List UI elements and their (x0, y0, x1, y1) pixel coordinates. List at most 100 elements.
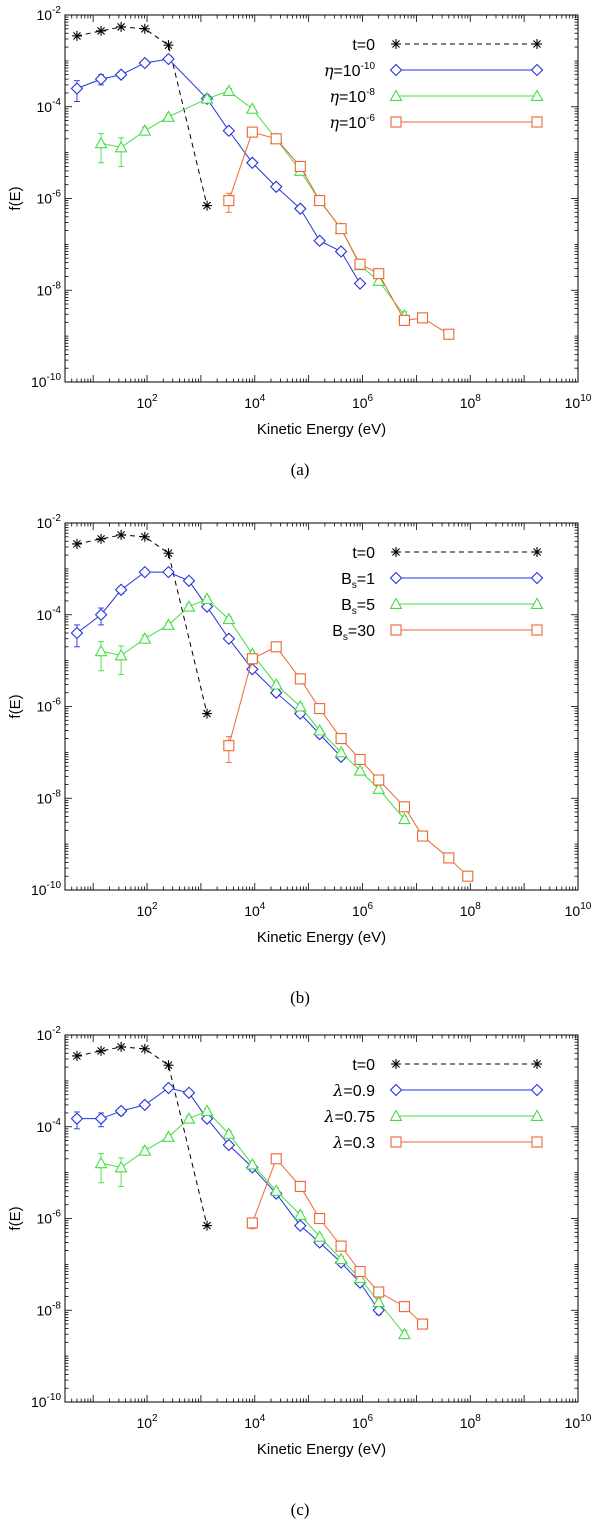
data-point (96, 533, 107, 544)
data-point (353, 763, 367, 776)
data-point (223, 195, 235, 207)
y-tick-label: 10-8 (37, 788, 62, 806)
x-tick-label: 1010 (565, 1413, 592, 1431)
data-point (372, 274, 386, 286)
data-point (293, 699, 307, 712)
data-point (71, 1050, 82, 1061)
data-point (163, 548, 174, 559)
legend-label: t=0 (352, 1057, 375, 1074)
data-point (163, 1060, 174, 1071)
data-point (139, 531, 150, 542)
data-point (313, 723, 327, 736)
data-point (334, 1252, 348, 1265)
data-point (313, 234, 326, 248)
legend-marker (389, 63, 403, 77)
data-point (245, 102, 259, 114)
legend-marker (391, 1059, 401, 1069)
data-point (314, 1212, 326, 1225)
data-point (202, 1220, 213, 1231)
data-point (334, 745, 348, 758)
x-tick-label: 108 (460, 901, 482, 919)
data-point (114, 583, 128, 597)
data-point (398, 1327, 411, 1340)
legend-entry: η=10-6 (329, 113, 543, 132)
data-point (294, 673, 306, 685)
data-point (398, 1301, 410, 1313)
data-point (162, 1081, 175, 1095)
y-tick-label: 10-4 (37, 605, 62, 623)
legend-marker (530, 571, 544, 585)
data-point (116, 1041, 127, 1052)
data-point (200, 1104, 214, 1116)
data-point (200, 592, 214, 604)
data-point (373, 268, 385, 280)
legend-entry: Bs=1 (341, 571, 544, 591)
data-point (138, 56, 152, 70)
data-point (335, 733, 347, 745)
data-point (94, 644, 108, 657)
legend-marker (391, 39, 401, 49)
y-axis-label: f(E) (7, 186, 24, 210)
legend-marker (389, 571, 403, 585)
legend-entry: λ=0.3 (332, 1133, 543, 1152)
legend-entry: λ=0.75 (323, 1107, 544, 1126)
data-point (354, 1265, 366, 1278)
series-line (76, 534, 208, 714)
data-point (114, 648, 128, 661)
data-point (416, 1318, 429, 1330)
y-tick-label: 10-6 (37, 697, 62, 715)
series-line (76, 1046, 208, 1226)
legend-marker (532, 547, 542, 557)
data-point (335, 1240, 347, 1252)
x-axis-label: Kinetic Energy (eV) (257, 421, 386, 438)
series-line (76, 58, 361, 284)
data-point (94, 1112, 108, 1125)
legend-label: t=0 (352, 37, 375, 54)
legend-marker (530, 63, 544, 77)
data-point (202, 200, 213, 211)
series-0 (71, 529, 213, 719)
data-point (114, 1104, 128, 1118)
data-point (269, 1184, 283, 1196)
data-point (70, 1112, 84, 1125)
data-point (70, 82, 84, 95)
x-tick-label: 106 (352, 393, 374, 411)
data-point (354, 258, 366, 270)
data-point (223, 740, 235, 752)
data-point (139, 23, 150, 34)
data-point (138, 1144, 152, 1156)
legend-entry: η=10-8 (329, 87, 544, 106)
y-tick-label: 10-8 (37, 1300, 62, 1318)
data-point (398, 801, 410, 813)
data-point (222, 1138, 236, 1152)
legend-marker (532, 1059, 542, 1069)
data-point (116, 21, 127, 32)
legend-entry: t=0 (352, 545, 542, 562)
data-point (314, 703, 326, 715)
y-tick-label: 10-4 (37, 97, 62, 115)
data-point (182, 1086, 196, 1100)
caption-c: (c) (290, 1500, 310, 1519)
data-point (269, 180, 283, 194)
legend-marker (530, 1109, 544, 1121)
data-point (246, 653, 258, 665)
y-tick-label: 10-10 (31, 880, 61, 898)
series-0 (71, 21, 213, 211)
x-tick-label: 106 (352, 1413, 374, 1431)
data-point (222, 612, 236, 625)
y-tick-label: 10-8 (37, 280, 62, 298)
x-tick-label: 102 (136, 1413, 158, 1431)
data-point (246, 156, 259, 170)
data-point (353, 277, 367, 290)
data-point (353, 1271, 367, 1284)
data-point (138, 565, 152, 579)
legend-marker (531, 1136, 543, 1148)
data-point (246, 126, 258, 138)
data-point (334, 245, 348, 258)
data-point (270, 133, 282, 145)
x-tick-label: 1010 (565, 901, 592, 919)
data-point (222, 632, 236, 646)
data-point (202, 708, 213, 719)
data-point (114, 1160, 128, 1173)
data-point (294, 202, 307, 215)
